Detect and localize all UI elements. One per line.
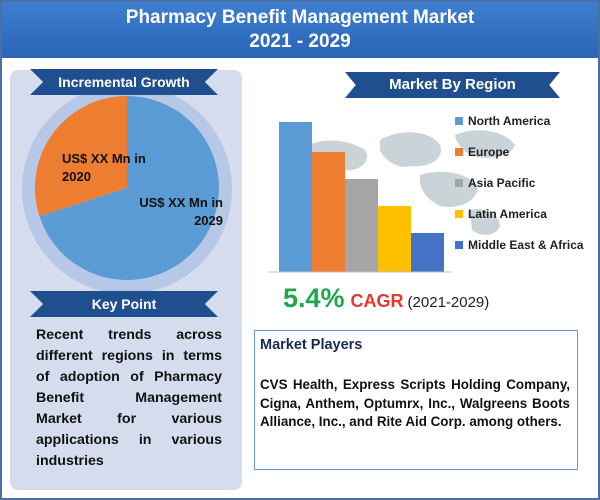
legend-north-america: North America <box>455 114 550 128</box>
pie-slice-2029 <box>39 96 219 280</box>
legend-swatch-asia-pacific <box>455 179 463 187</box>
incremental-growth-heading: Incremental Growth <box>30 69 218 95</box>
cagr-period: (2021-2029) <box>407 294 490 311</box>
legend-middle-east-africa: Middle East & Africa <box>455 238 584 252</box>
cagr-label: CAGR <box>350 291 404 311</box>
title-banner: Pharmacy Benefit Management Market 2021 … <box>2 2 598 58</box>
key-point-text: Recent trends across different regions i… <box>36 327 222 469</box>
pie-slice-2020 <box>34 96 127 217</box>
legend-latin-america: Latin America <box>455 207 547 221</box>
market-by-region-heading: Market By Region <box>345 72 560 98</box>
market-players-heading: Market Players <box>260 337 363 353</box>
pie-label-2029: US$ XX Mn in 2029 <box>139 195 223 228</box>
legend-swatch-north-america <box>455 117 463 125</box>
page-title: Pharmacy Benefit Management Market <box>125 7 475 28</box>
legend-label-north-america: North America <box>468 114 551 128</box>
market-players-text: CVS Health, Express Scripts Holding Comp… <box>260 377 570 429</box>
legend-label-middle-east-africa: Middle East & Africa <box>468 238 584 252</box>
pie-label-2020: US$ XX Mn in 2020 <box>62 151 146 184</box>
bar-middle-east-africa <box>411 233 444 272</box>
legend-label-europe: Europe <box>468 145 510 159</box>
bar-latin-america <box>378 206 411 272</box>
legend-label-asia-pacific: Asia Pacific <box>468 176 536 190</box>
bar-europe <box>312 152 345 272</box>
bar-asia-pacific <box>345 179 378 272</box>
key-point-heading: Key Point <box>30 291 218 317</box>
page-subtitle-years: 2021 - 2029 <box>249 31 351 52</box>
legend-europe: Europe <box>455 145 509 159</box>
legend-asia-pacific: Asia Pacific <box>455 176 535 190</box>
world-map-backdrop <box>300 130 515 235</box>
cagr-callout: 5.4% CAGR (2021-2029) <box>283 283 489 314</box>
legend-swatch-europe <box>455 148 463 156</box>
bar-north-america <box>279 122 312 272</box>
cagr-value: 5.4% <box>283 283 345 313</box>
legend-label-latin-america: Latin America <box>468 207 547 221</box>
market-players-box <box>254 330 578 470</box>
legend-swatch-latin-america <box>455 210 463 218</box>
legend-swatch-middle-east-africa <box>455 241 463 249</box>
